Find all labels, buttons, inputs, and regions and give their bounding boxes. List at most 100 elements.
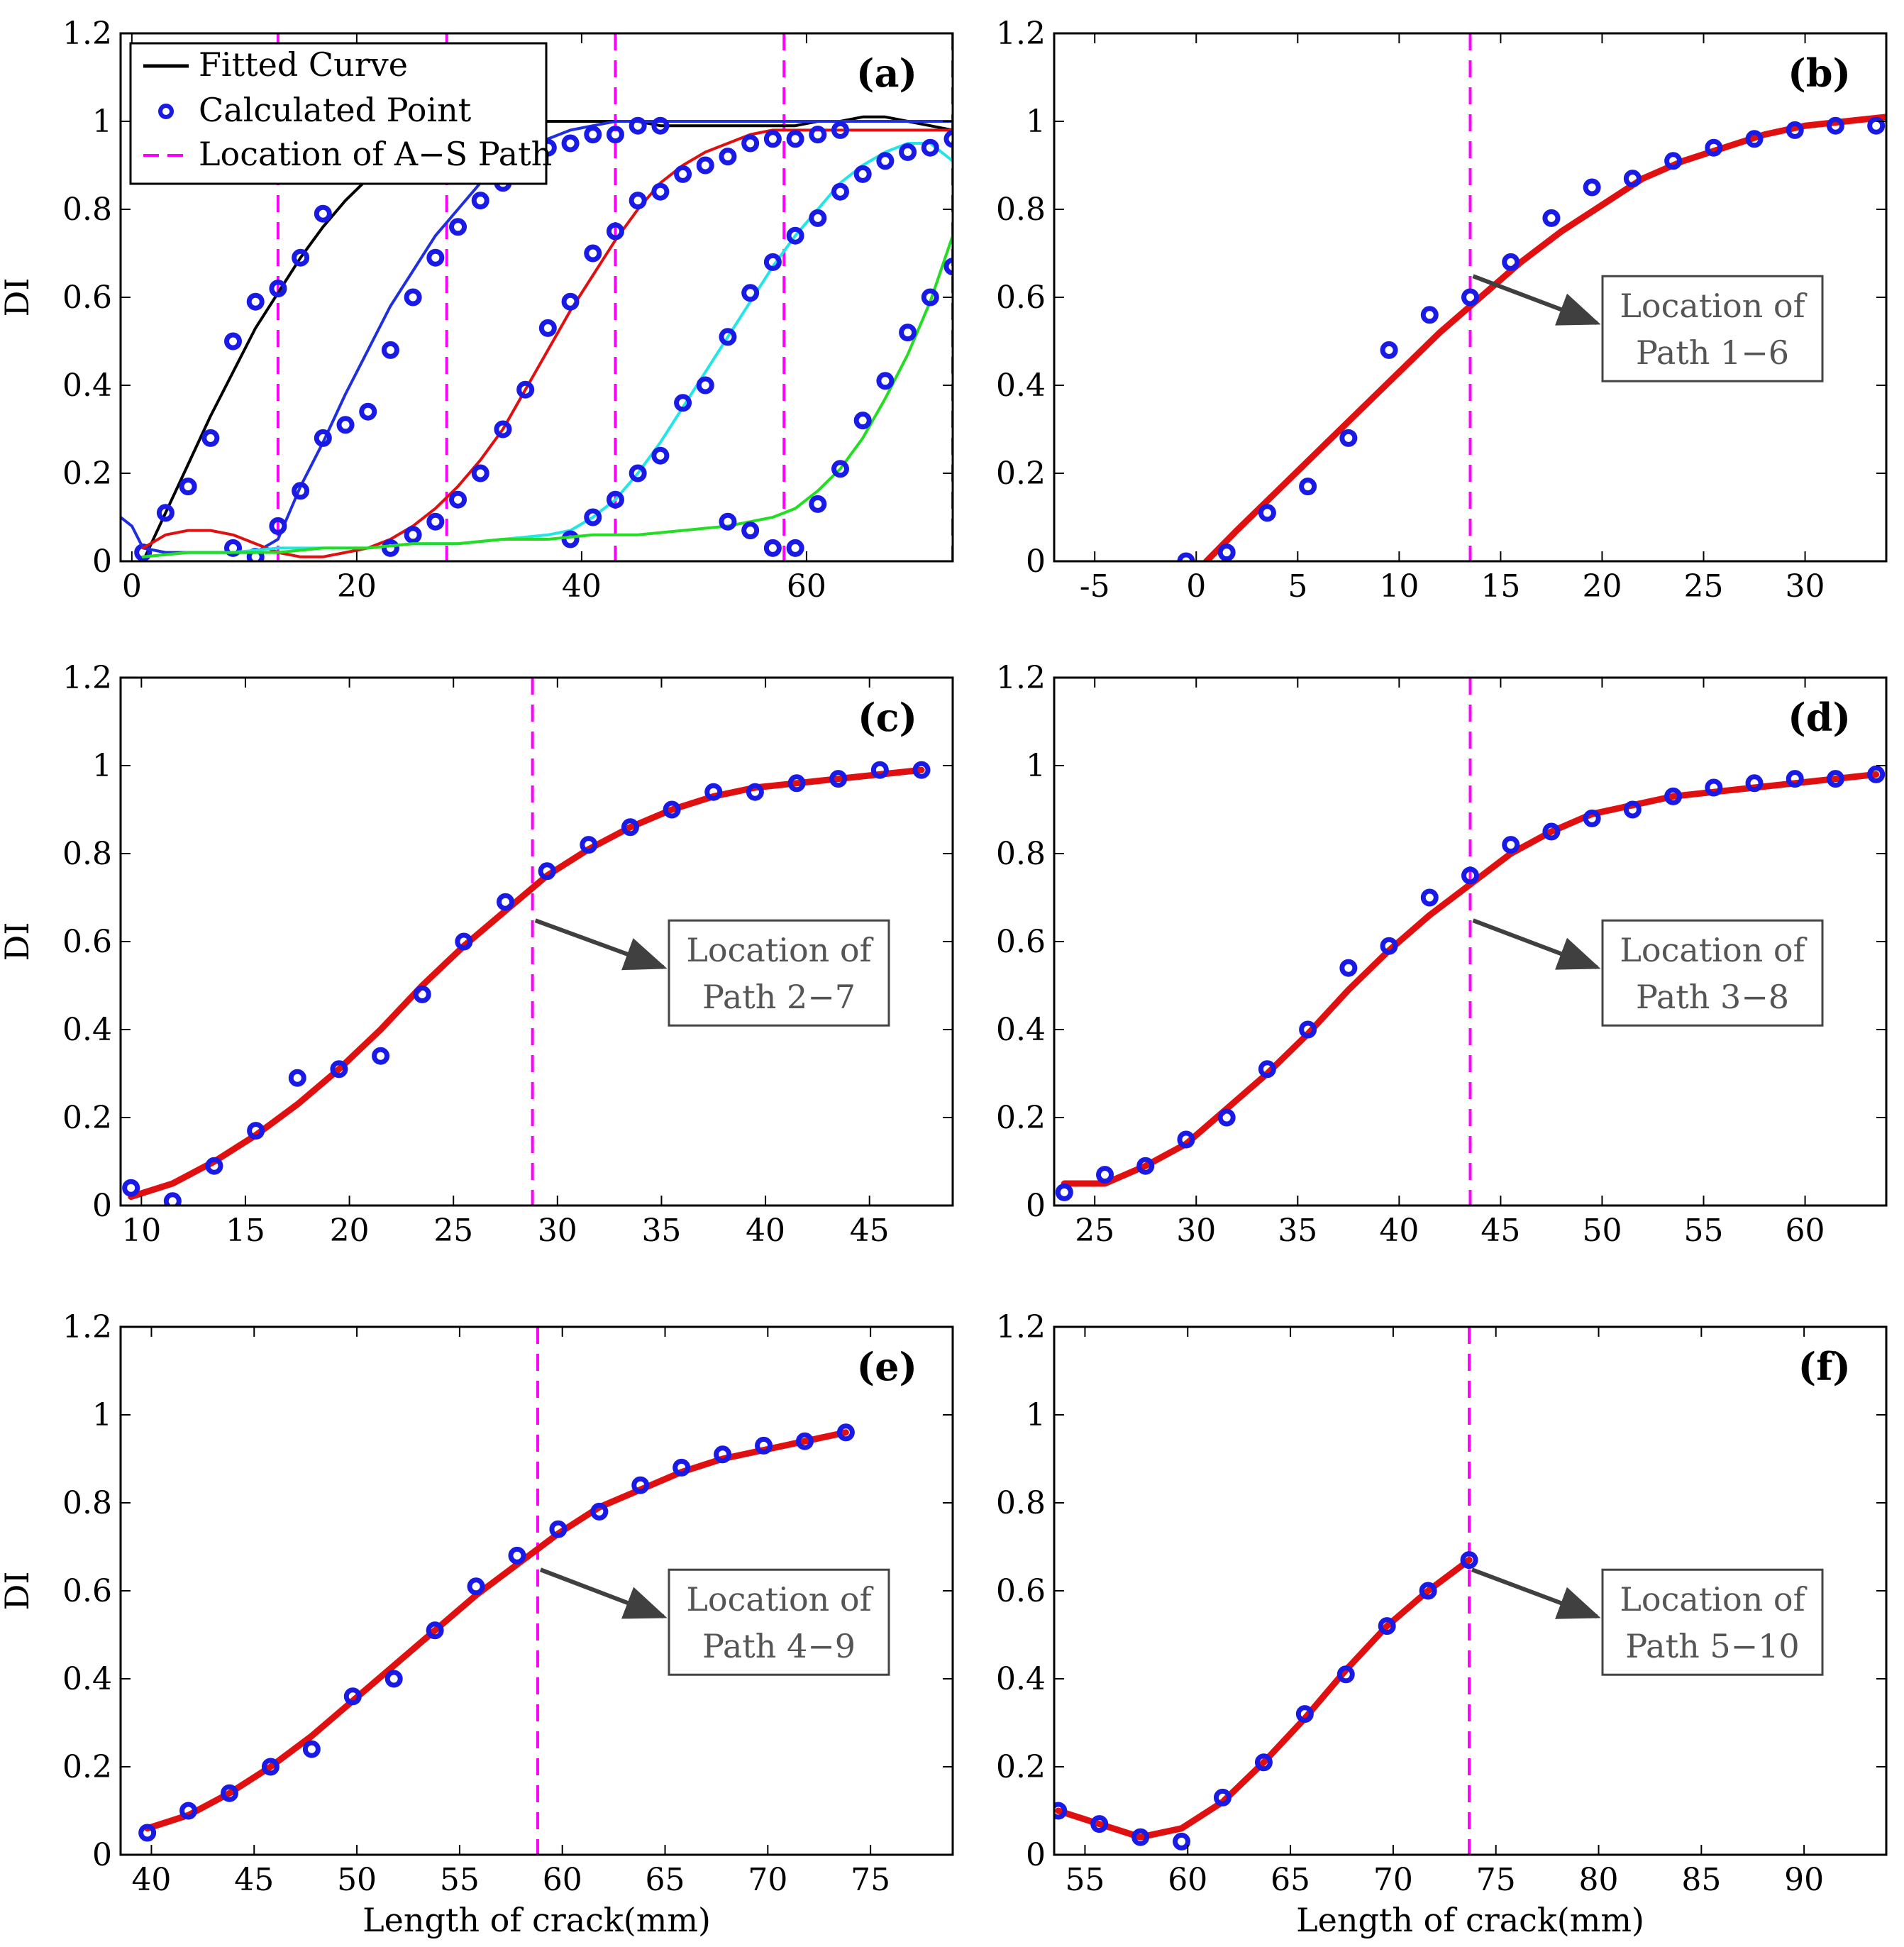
- x-tick-label: 40: [562, 568, 602, 605]
- calculated-point: [1054, 1802, 1068, 1820]
- calculated-point: [205, 1157, 223, 1175]
- calculated-point: [1173, 1832, 1191, 1851]
- plot-frame-e: [119, 1325, 954, 1856]
- plot-area-e: [138, 1327, 855, 1855]
- calculated-point: [876, 372, 895, 390]
- y-tick-label: 0.4: [62, 1661, 112, 1697]
- calculated-point: [1217, 1108, 1236, 1127]
- y-tick-label: 0.6: [62, 280, 112, 316]
- y-tick-label: 1: [92, 104, 112, 140]
- annotation-line-1: Location of: [1620, 1580, 1807, 1618]
- y-tick-label: 0.8: [996, 1485, 1046, 1521]
- legend-box: [129, 42, 548, 185]
- annotation-arrow: [1472, 274, 1601, 326]
- annotation-box: [668, 1568, 890, 1676]
- calculated-point: [629, 116, 647, 135]
- x-tick-label: 10: [1379, 568, 1419, 605]
- y-tick-label: 0.4: [996, 1661, 1046, 1697]
- calculated-point: [508, 1546, 526, 1565]
- annotation-box: [1601, 275, 1824, 382]
- calculated-point: [1136, 1157, 1155, 1175]
- calculated-point: [538, 862, 556, 881]
- calculated-point: [538, 319, 557, 337]
- calculated-point: [1177, 552, 1195, 561]
- y-tick-label: 0: [92, 1837, 112, 1873]
- annotation-line-2: Path 1−6: [1636, 333, 1789, 372]
- x-axis-label: Length of crack(mm): [1296, 1901, 1644, 1939]
- calculated-point: [1461, 866, 1479, 885]
- calculated-point: [584, 244, 602, 263]
- y-tick-label: 0.6: [996, 1573, 1046, 1609]
- calculated-point: [741, 134, 760, 153]
- calculated-point: [763, 130, 782, 148]
- calculated-point: [590, 1502, 609, 1521]
- calculated-point: [870, 761, 889, 779]
- calculated-point: [1745, 130, 1764, 148]
- annotation-line-2: Path 2−7: [702, 978, 856, 1016]
- calculated-point: [1461, 288, 1479, 307]
- x-tick-label: 20: [330, 1213, 370, 1249]
- calculated-point: [763, 539, 782, 557]
- y-tick-label: 0.4: [996, 1012, 1046, 1048]
- calculated-point: [651, 446, 670, 465]
- calculated-point: [584, 508, 602, 526]
- x-tick-label: 15: [226, 1213, 265, 1249]
- calculated-point: [1826, 770, 1844, 788]
- x-tick-label: 85: [1681, 1862, 1721, 1898]
- annotation-line-2: Path 3−8: [1636, 978, 1789, 1016]
- panel-e: 40 45 50 55 60 65 70 75 0 0.2 0.4 0.6 0.8 1 1.2 DI Lengt…: [0, 1309, 954, 1939]
- x-tick-label: 45: [234, 1862, 274, 1898]
- annotation-box: [668, 919, 890, 1027]
- calculated-point: [372, 1047, 390, 1065]
- calculated-point: [122, 1179, 140, 1197]
- calculated-point: [426, 1621, 444, 1640]
- calculated-point: [787, 774, 806, 793]
- annotation-arrow: [1471, 1567, 1601, 1619]
- calculated-point: [302, 1740, 321, 1758]
- x-tick-label: 10: [121, 1213, 161, 1249]
- x-tick-label: 30: [538, 1213, 577, 1249]
- panel-b: -5 0 5 10 15 20 25 30 0 0.2 0.4 0.6 0.8 1 1.2 (b) Locati…: [996, 16, 1888, 605]
- calculated-point: [330, 1060, 348, 1079]
- calculated-point: [1623, 170, 1642, 188]
- annotation-box: [1601, 919, 1824, 1027]
- calculated-point: [831, 121, 849, 139]
- calculated-point: [1254, 1753, 1273, 1772]
- calculated-point: [943, 130, 953, 148]
- x-tick-label: 40: [131, 1862, 171, 1898]
- calculated-point: [704, 783, 723, 801]
- calculated-point: [663, 800, 681, 819]
- calculated-point: [1217, 544, 1236, 561]
- calculated-point: [719, 512, 737, 531]
- y-tick-label: 0: [1026, 544, 1046, 580]
- y-tick-label: 0.8: [62, 1485, 112, 1521]
- y-tick-label: 0.6: [62, 924, 112, 960]
- calculated-point: [1786, 770, 1804, 788]
- x-axis-label: Length of crack(mm): [362, 1901, 711, 1939]
- calculated-point: [1177, 1130, 1195, 1149]
- calculated-point: [494, 420, 512, 439]
- calculated-point: [201, 429, 220, 447]
- x-tick-label: 55: [440, 1862, 480, 1898]
- calculated-point: [912, 761, 931, 779]
- calculated-point: [853, 412, 872, 430]
- calculated-point: [606, 222, 624, 241]
- panel-label: (e): [857, 1344, 917, 1389]
- calculated-point: [809, 495, 827, 513]
- calculated-point: [763, 253, 782, 271]
- y-axis-label: DI: [0, 922, 36, 961]
- fitted-curve-b-0: [1203, 114, 1886, 561]
- calculated-point: [1786, 121, 1804, 139]
- y-tick-label: 0.6: [996, 280, 1046, 316]
- y-tick-label: 1.2: [996, 660, 1046, 696]
- x-tick-label: 30: [1176, 1213, 1216, 1249]
- calculated-point: [746, 783, 764, 801]
- calculated-point: [1502, 253, 1520, 271]
- calculated-point: [921, 138, 939, 157]
- x-tick-label: 30: [1786, 568, 1825, 605]
- calculated-point: [831, 460, 849, 478]
- calculated-point: [1867, 116, 1886, 135]
- panel-label: (c): [858, 695, 917, 740]
- calculated-point: [629, 464, 647, 482]
- calculated-point: [1295, 1705, 1314, 1723]
